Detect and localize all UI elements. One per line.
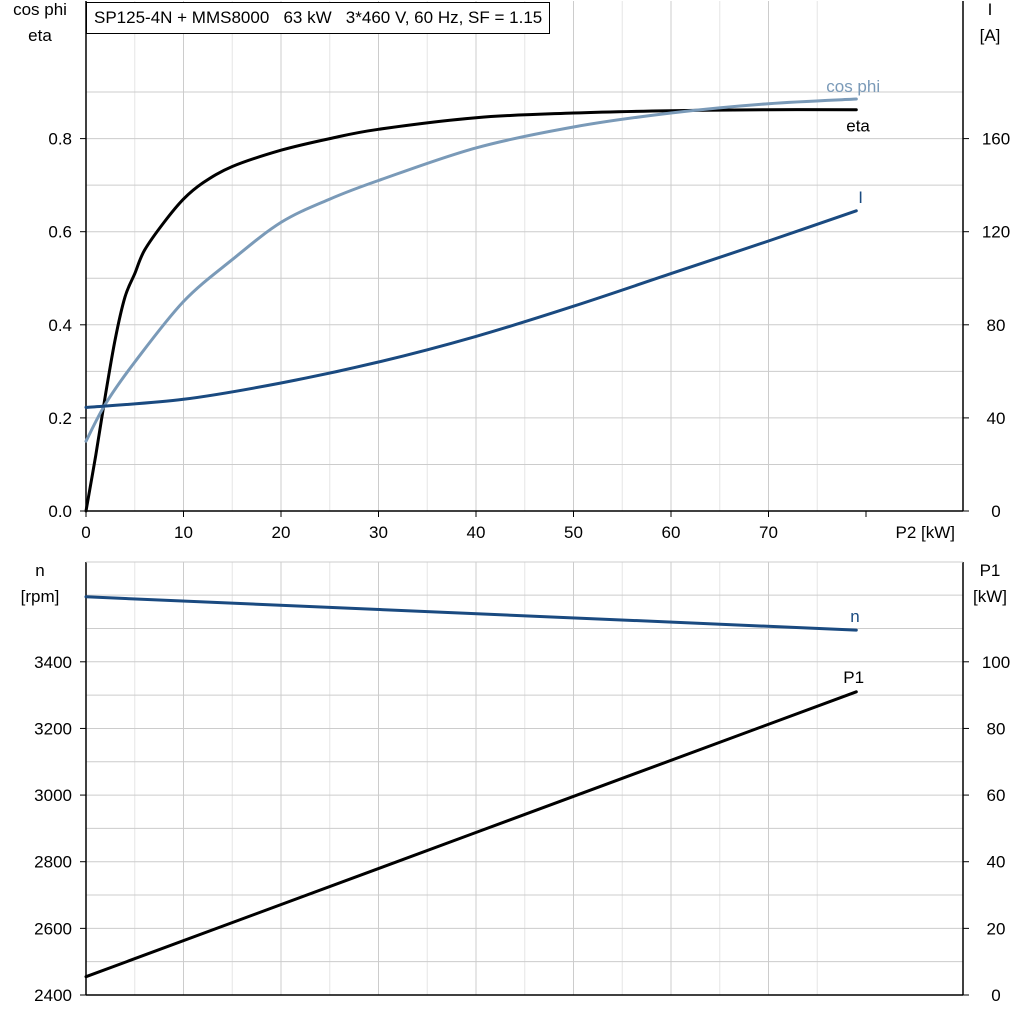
series-eta-line bbox=[84, 108, 858, 513]
x-tick-label: 50 bbox=[564, 523, 583, 542]
top-left-tick-label: 0.0 bbox=[48, 502, 72, 521]
bottom-right-tick-label: 40 bbox=[987, 853, 1006, 872]
bottom-left-tick-label: 2600 bbox=[34, 919, 72, 938]
series-eta-label: eta bbox=[846, 117, 870, 136]
x-tick-label: 0 bbox=[81, 523, 90, 542]
series-cos-phi-label: cos phi bbox=[826, 77, 880, 96]
bottom-right-axis-label: [kW] bbox=[973, 587, 1007, 606]
top-right-axis-label: I bbox=[988, 0, 993, 19]
top-right-tick-label: 0 bbox=[991, 502, 1000, 521]
x-tick-label: 10 bbox=[174, 523, 193, 542]
bottom-right-tick-label: 100 bbox=[982, 653, 1010, 672]
x-axis-label: P2 [kW] bbox=[895, 523, 955, 542]
bottom-left-axis-label: n bbox=[35, 561, 44, 580]
bottom-left-tick-label: 3400 bbox=[34, 653, 72, 672]
series-cos-phi-line bbox=[84, 97, 858, 443]
bottom-left-tick-label: 2400 bbox=[34, 986, 72, 1005]
x-tick-label: 70 bbox=[759, 523, 778, 542]
top-left-axis-label: cos phi bbox=[13, 0, 67, 19]
series-n-line bbox=[84, 595, 858, 632]
chart-title: SP125-4N + MMS8000 63 kW 3*460 V, 60 Hz,… bbox=[86, 2, 551, 34]
x-tick-label: 40 bbox=[467, 523, 486, 542]
bottom-right-tick-label: 80 bbox=[987, 719, 1006, 738]
bottom-left-tick-label: 2800 bbox=[34, 853, 72, 872]
top-left-tick-label: 0.6 bbox=[48, 223, 72, 242]
top-left-axis-label: eta bbox=[28, 26, 52, 45]
x-tick-label: 60 bbox=[662, 523, 681, 542]
top-right-tick-label: 160 bbox=[982, 130, 1010, 149]
bottom-right-tick-label: 60 bbox=[987, 786, 1006, 805]
series-p1-label: P1 bbox=[843, 668, 864, 687]
top-left-tick-label: 0.4 bbox=[48, 316, 72, 335]
series-i-label: I bbox=[858, 188, 863, 207]
top-left-tick-label: 0.8 bbox=[48, 130, 72, 149]
top-left-tick-label: 0.2 bbox=[48, 409, 72, 428]
bottom-left-axis-label: [rpm] bbox=[21, 587, 60, 606]
x-tick-label: 20 bbox=[272, 523, 291, 542]
bottom-right-tick-label: 0 bbox=[991, 986, 1000, 1005]
bottom-right-tick-label: 20 bbox=[987, 919, 1006, 938]
bottom-left-tick-label: 3000 bbox=[34, 786, 72, 805]
series-n-label: n bbox=[850, 607, 859, 626]
bottom-left-tick-label: 3200 bbox=[34, 719, 72, 738]
top-right-tick-label: 120 bbox=[982, 223, 1010, 242]
x-tick-label: 30 bbox=[369, 523, 388, 542]
series-i-line bbox=[84, 209, 858, 409]
top-right-axis-label: [A] bbox=[980, 26, 1001, 45]
bottom-right-axis-label: P1 bbox=[980, 561, 1001, 580]
top-right-tick-label: 40 bbox=[987, 409, 1006, 428]
top-right-tick-label: 80 bbox=[987, 316, 1006, 335]
series-p1-line bbox=[84, 690, 858, 979]
